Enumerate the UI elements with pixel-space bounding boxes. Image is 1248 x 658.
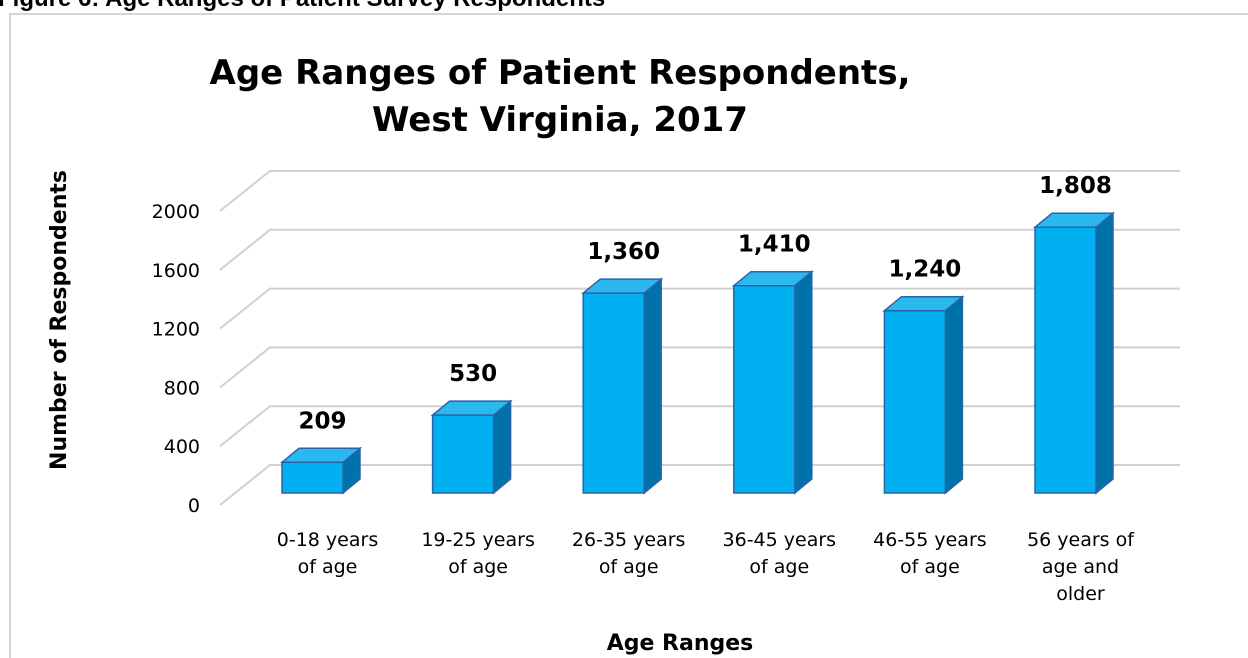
bar-side: [794, 270, 813, 495]
x-tick-label: 19-25 years of age: [421, 529, 535, 578]
grid-line: [219, 464, 1180, 506]
bar-front: [582, 292, 645, 494]
bar-front: [733, 284, 796, 494]
x-tick-label: 36-45 years of age: [723, 529, 837, 578]
data-label: 209: [298, 408, 346, 434]
bar-side: [944, 295, 964, 495]
data-label: 1,410: [738, 232, 811, 258]
bar-front: [431, 414, 495, 494]
bar-front: [1034, 226, 1097, 494]
grid-line: [219, 228, 1180, 271]
x-tick-label: 26-35 years of age: [572, 529, 686, 578]
x-axis-label: Age Ranges: [607, 631, 754, 656]
y-tick-label: 1600: [152, 260, 200, 282]
bar-side: [492, 399, 512, 495]
bar: [731, 270, 814, 495]
grid-line: [219, 346, 1180, 389]
figure-caption: Figure 6: Age Ranges of Patient Survey R…: [0, 0, 605, 12]
bar-front: [281, 461, 344, 494]
bar-side: [1095, 211, 1114, 495]
grid-line: [219, 287, 1180, 330]
data-label: 1,808: [1039, 173, 1112, 199]
data-label: 1,240: [889, 257, 962, 283]
y-tick-label: 400: [164, 436, 200, 458]
bar: [430, 399, 513, 495]
bar: [279, 446, 363, 495]
y-tick-label: 800: [164, 377, 200, 399]
y-tick-label: 0: [188, 495, 200, 517]
x-tick-label: 56 years of age and older: [1027, 529, 1135, 605]
data-label: 1,360: [587, 239, 660, 265]
bar-front: [883, 309, 947, 494]
y-tick-label: 1200: [152, 319, 200, 341]
x-tick-label: 0-18 years of age: [277, 529, 378, 578]
bar: [1032, 211, 1116, 495]
grid-line: [219, 170, 1180, 212]
chart-border: [9, 13, 1248, 658]
y-tick-label: 2000: [152, 201, 200, 223]
data-label: 530: [449, 361, 497, 387]
bar-side: [643, 277, 662, 495]
grid-line: [219, 405, 1180, 447]
bar: [882, 295, 965, 495]
y-axis-label: Number of Respondents: [47, 170, 72, 470]
bar: [581, 277, 664, 495]
x-tick-label: 46-55 years of age: [873, 529, 987, 578]
chart-title: West Virginia, 2017: [372, 100, 748, 140]
chart-title: Age Ranges of Patient Respondents,: [210, 53, 911, 93]
